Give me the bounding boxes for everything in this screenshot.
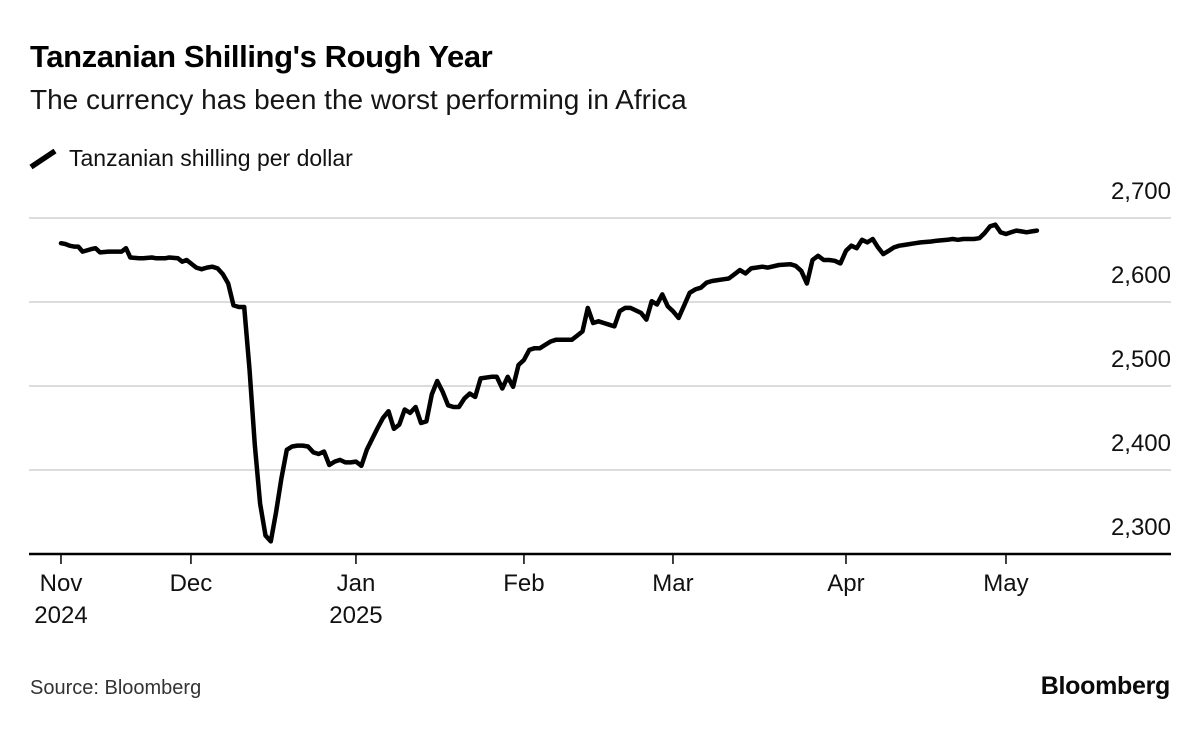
y-axis-label: 2,600 [1110, 262, 1171, 289]
x-axis-label: Feb [459, 570, 589, 598]
x-axis-label: Dec [126, 570, 256, 598]
x-axis-label: Nov 2024 [0, 570, 126, 630]
x-axis-month: May [983, 570, 1029, 597]
x-axis-year: 2024 [34, 602, 88, 629]
y-axis-label: 2,700 [1110, 178, 1171, 205]
x-axis-month: Apr [827, 570, 865, 597]
line-series-icon [29, 148, 57, 169]
x-axis-year: 2025 [329, 602, 383, 629]
source-note: Source: Bloomberg [30, 677, 202, 699]
x-axis-label: Jan 2025 [291, 570, 421, 630]
x-axis-month: Jan [336, 570, 376, 597]
x-axis-month: Feb [503, 570, 545, 597]
x-axis-label: May [941, 570, 1071, 598]
price-line [58, 222, 1040, 544]
x-axis-month: Dec [169, 570, 213, 597]
chart-subtitle: The currency has been the worst performi… [30, 84, 687, 115]
bloomberg-logo: Bloomberg [1040, 672, 1171, 700]
x-axis-month: Mar [652, 570, 694, 597]
legend: Tanzanian shilling per dollar [28, 145, 353, 172]
y-axis-label: 2,300 [1110, 514, 1171, 541]
x-axis-label: Mar [608, 570, 738, 598]
x-axis-month: Nov [39, 570, 83, 597]
chart-title: Tanzanian Shilling's Rough Year [30, 39, 493, 74]
legend-label: Tanzanian shilling per dollar [69, 145, 353, 171]
x-axis-label: Apr [781, 570, 911, 598]
y-axis-label: 2,400 [1110, 430, 1171, 457]
y-axis-label: 2,500 [1110, 346, 1171, 373]
